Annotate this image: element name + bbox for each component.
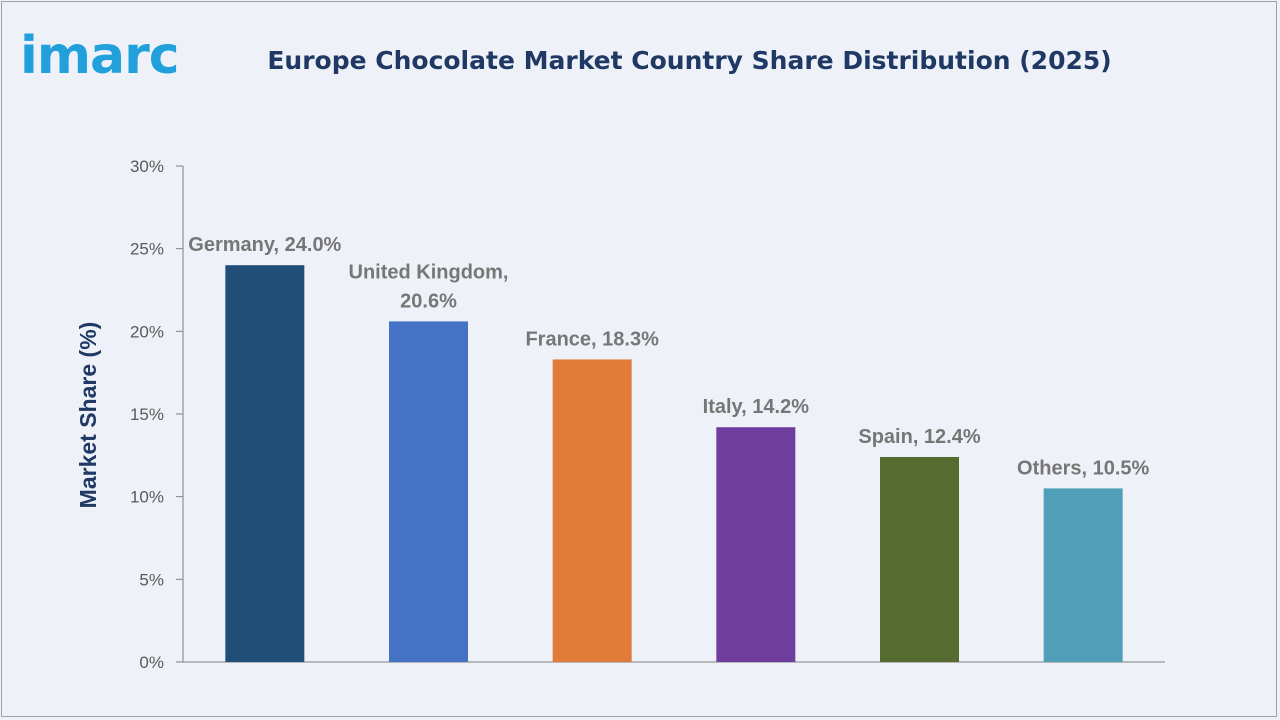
bar-italy xyxy=(716,427,796,662)
y-tick-label: 0% xyxy=(139,653,164,672)
data-label: United Kingdom, xyxy=(349,261,509,283)
imarc-logo-text: imarc xyxy=(20,26,179,86)
data-label: Others, 10.5% xyxy=(1017,457,1150,479)
bar-france xyxy=(552,359,632,662)
y-tick-label: 30% xyxy=(130,157,164,176)
y-axis-title: Market Share (%) xyxy=(75,322,101,509)
data-label: 20.6% xyxy=(400,290,457,312)
y-tick-label: 20% xyxy=(130,322,164,341)
bar-united-kingdom xyxy=(389,321,468,662)
data-label: Germany, 24.0% xyxy=(188,234,341,256)
bar-others xyxy=(1043,488,1123,662)
chart-title: Europe Chocolate Market Country Share Di… xyxy=(267,46,1112,75)
y-tick-label: 25% xyxy=(130,240,164,259)
y-tick-label: 10% xyxy=(130,488,164,507)
y-tick-label: 15% xyxy=(130,405,164,424)
bar-spain xyxy=(880,456,959,662)
data-label: France, 18.3% xyxy=(525,328,659,350)
bar-germany xyxy=(225,265,305,662)
data-label: Italy, 14.2% xyxy=(703,396,810,418)
y-tick-label: 5% xyxy=(139,570,164,589)
data-label: Spain, 12.4% xyxy=(858,426,980,448)
imarc-logo: imarc xyxy=(20,26,180,86)
